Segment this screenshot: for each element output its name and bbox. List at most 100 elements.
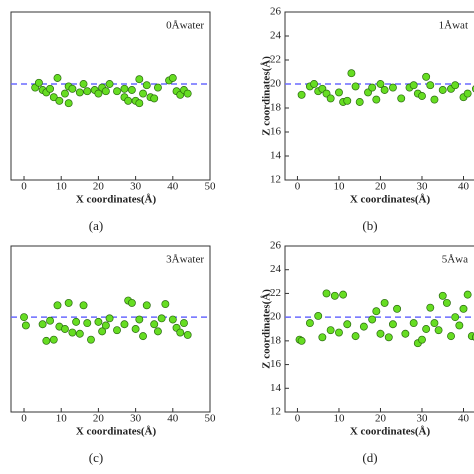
point bbox=[442, 298, 451, 307]
x-axis-label: X coordinates(Å) bbox=[350, 426, 431, 438]
point bbox=[105, 314, 114, 323]
caption: (b) bbox=[362, 218, 377, 233]
point bbox=[60, 325, 69, 333]
point bbox=[388, 83, 397, 92]
point bbox=[135, 99, 144, 108]
y-tick-label: 22 bbox=[270, 54, 281, 66]
point bbox=[418, 92, 426, 100]
point bbox=[305, 319, 314, 328]
x-tick-label: 20 bbox=[93, 413, 105, 425]
point bbox=[87, 335, 95, 344]
y-tick-label: 26 bbox=[270, 240, 282, 252]
point bbox=[409, 319, 418, 328]
point bbox=[64, 99, 73, 108]
point bbox=[380, 298, 389, 307]
y-tick-label: 24 bbox=[270, 30, 282, 42]
point bbox=[98, 327, 107, 336]
y-tick-label: 20 bbox=[270, 311, 282, 323]
point bbox=[451, 81, 460, 90]
point bbox=[105, 80, 114, 88]
point bbox=[127, 298, 136, 307]
point bbox=[351, 332, 360, 341]
y-tick-label: 16 bbox=[270, 358, 282, 370]
point bbox=[339, 290, 348, 299]
point bbox=[94, 89, 103, 98]
point bbox=[314, 312, 323, 320]
point bbox=[393, 304, 402, 313]
point bbox=[83, 87, 92, 96]
x-tick-label: 10 bbox=[333, 413, 345, 425]
annotation: 5Åwa bbox=[442, 254, 468, 266]
x-tick-label: 10 bbox=[56, 413, 68, 425]
x-axis-label: X coordinates(Å) bbox=[76, 194, 157, 206]
x-tick-label: 0 bbox=[295, 413, 301, 425]
point bbox=[430, 95, 439, 104]
y-tick-label: 26 bbox=[270, 6, 282, 18]
x-tick-label: 30 bbox=[416, 181, 428, 193]
plot-frame bbox=[10, 11, 211, 181]
point bbox=[53, 301, 62, 310]
point bbox=[120, 84, 129, 93]
x-tick-label: 0 bbox=[295, 181, 301, 193]
point bbox=[384, 333, 393, 342]
point bbox=[376, 329, 385, 338]
point bbox=[388, 320, 397, 329]
point bbox=[139, 332, 147, 341]
y-tick-label: 20 bbox=[270, 78, 282, 90]
point bbox=[46, 84, 55, 93]
x-tick-label: 50 bbox=[205, 181, 217, 193]
point bbox=[60, 89, 69, 98]
point bbox=[79, 301, 88, 310]
point bbox=[113, 326, 121, 335]
point bbox=[347, 69, 356, 78]
point bbox=[75, 329, 84, 338]
point bbox=[426, 81, 435, 90]
point bbox=[135, 315, 144, 324]
x-axis-label: X coordinates(Å) bbox=[76, 426, 157, 438]
y-axis-label: Z coordinates(Å) bbox=[261, 289, 273, 369]
point bbox=[376, 80, 385, 88]
annotation: 1Åwat bbox=[439, 20, 468, 32]
point bbox=[20, 313, 28, 322]
point bbox=[459, 304, 468, 313]
point bbox=[463, 89, 472, 98]
point bbox=[153, 83, 162, 92]
point bbox=[463, 290, 472, 299]
x-tick-label: 50 bbox=[205, 413, 217, 425]
point bbox=[142, 81, 151, 90]
point bbox=[124, 96, 133, 105]
point bbox=[422, 72, 431, 81]
y-tick-label: 18 bbox=[270, 334, 282, 346]
point bbox=[75, 88, 84, 97]
point bbox=[113, 87, 121, 96]
point bbox=[297, 90, 306, 99]
point bbox=[153, 327, 162, 336]
point bbox=[330, 291, 339, 300]
point bbox=[438, 86, 447, 94]
y-tick-label: 12 bbox=[270, 174, 281, 186]
x-tick-label: 40 bbox=[167, 181, 179, 193]
point bbox=[157, 314, 166, 323]
y-tick-label: 12 bbox=[270, 406, 281, 418]
point bbox=[430, 319, 439, 328]
y-tick-label: 18 bbox=[270, 102, 282, 114]
point bbox=[434, 326, 443, 335]
x-tick-label: 30 bbox=[416, 413, 428, 425]
point bbox=[359, 322, 368, 331]
x-tick-label: 30 bbox=[130, 181, 142, 193]
point bbox=[401, 329, 410, 338]
y-axis-label: Z coordinates(Å) bbox=[261, 56, 273, 136]
point bbox=[447, 332, 455, 341]
y-tick-label: 14 bbox=[270, 150, 282, 162]
point bbox=[94, 317, 103, 326]
point bbox=[68, 328, 77, 337]
caption: (a) bbox=[89, 218, 103, 233]
point bbox=[318, 333, 327, 342]
point bbox=[64, 298, 73, 307]
plot-frame bbox=[10, 245, 211, 413]
point bbox=[176, 328, 185, 337]
y-tick-label: 16 bbox=[270, 126, 282, 138]
point bbox=[49, 93, 58, 102]
x-tick-label: 40 bbox=[167, 413, 179, 425]
point bbox=[418, 335, 426, 344]
